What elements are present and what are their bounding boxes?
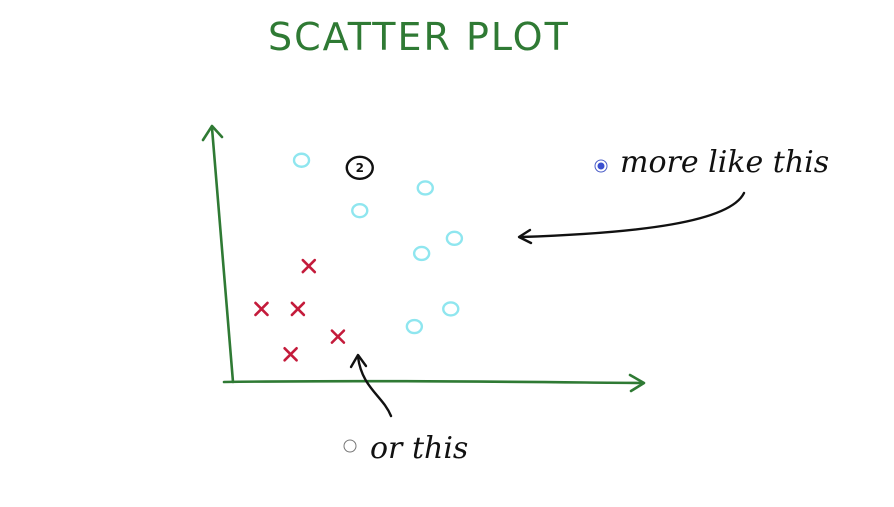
y-axis-arrowhead bbox=[201, 124, 224, 142]
scatter-point-o bbox=[405, 318, 424, 335]
scatter-point-o bbox=[445, 230, 464, 247]
scatter-point-o bbox=[416, 180, 434, 196]
scatter-point-x bbox=[301, 258, 317, 274]
scatter-point-x bbox=[254, 301, 269, 317]
plot-marks: 2 bbox=[254, 152, 464, 362]
scatter-point-x bbox=[283, 346, 298, 362]
arrow-or-this-head bbox=[349, 353, 368, 369]
arrow-more-like-this bbox=[519, 191, 746, 239]
arrow-or-this bbox=[356, 355, 393, 418]
scatter-point-x bbox=[290, 301, 306, 317]
y-axis-line bbox=[210, 126, 235, 384]
option-more-like-this[interactable]: more like this bbox=[594, 145, 829, 180]
scatter-point-x bbox=[330, 329, 346, 344]
scatter-point-o bbox=[412, 245, 431, 262]
highlighted-point-label: 2 bbox=[356, 161, 364, 175]
axes bbox=[201, 124, 646, 393]
option-label-or-this: or this bbox=[370, 431, 468, 466]
scatter-point-o bbox=[442, 301, 460, 317]
x-axis-line bbox=[222, 379, 644, 385]
scatter-point-o bbox=[351, 202, 369, 219]
arrow-more-like-this-head bbox=[517, 228, 533, 245]
radio-or-this[interactable] bbox=[343, 439, 357, 453]
scatter-point-o bbox=[292, 152, 311, 168]
option-label-more-like-this: more like this bbox=[620, 145, 829, 180]
radio-selected-dot bbox=[597, 162, 605, 170]
x-axis-arrowhead bbox=[628, 373, 646, 393]
chart-title: SCATTER PLOT bbox=[268, 15, 570, 59]
highlighted-point: 2 bbox=[345, 155, 374, 181]
option-or-this[interactable]: or this bbox=[343, 431, 468, 466]
